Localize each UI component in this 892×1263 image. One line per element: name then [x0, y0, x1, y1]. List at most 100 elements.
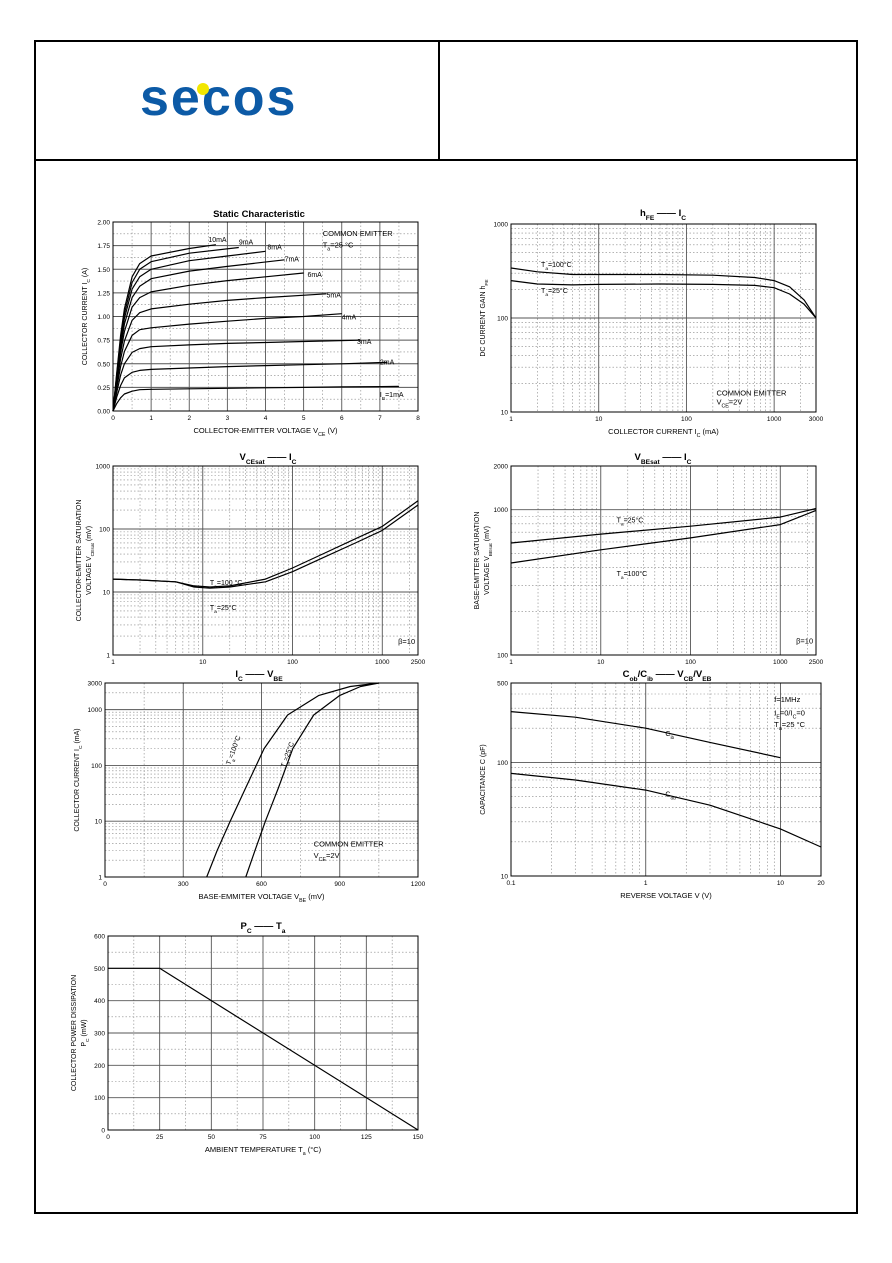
- series-label: Ta=100°C: [541, 261, 572, 272]
- series-label: Cob: [665, 792, 676, 802]
- series-line: [510, 280, 817, 319]
- x-tick-label: 0: [111, 415, 115, 422]
- chart-vbesat: 1 10 100 1000 2500 100 1000 2000 VBEsat —— IC BAS…: [474, 452, 824, 666]
- y-tick-label: 400: [94, 998, 105, 1005]
- y-tick-label: 1000: [96, 464, 111, 471]
- x-tick-label: 2500: [809, 659, 824, 666]
- chart-annotation: COMMON EMITTER: [323, 229, 394, 238]
- minor-grid: [113, 466, 418, 655]
- x-tick-label: 7: [378, 415, 382, 422]
- chart-title: Static Characteristic: [213, 209, 305, 220]
- series-line: [206, 682, 379, 878]
- x-tick-label: 1000: [767, 416, 782, 423]
- chart-pc: 0 25 50 75 100 125 150 0 100 200 300 400 500 600 PC ——…: [71, 921, 424, 1157]
- y-tick-label: 0.75: [97, 338, 110, 345]
- series-label: Ta=25°C: [210, 604, 237, 615]
- y-tick-label: 200: [94, 1063, 105, 1070]
- y-tick-label: 0.25: [97, 385, 110, 392]
- plot-frame: [104, 682, 419, 878]
- series-label: Cib: [665, 731, 674, 741]
- y-axis-label-2: VOLTAGE VBEsat (mV): [484, 526, 494, 595]
- x-tick-label: 3: [226, 415, 230, 422]
- y-tick-label: 1.75: [97, 243, 110, 250]
- x-tick-label: 100: [685, 659, 696, 666]
- y-tick-label: 1000: [494, 222, 509, 229]
- x-axis-label: COLLECTOR CURRENT IC (mA): [608, 427, 719, 439]
- series-label: IB=1mA: [380, 392, 404, 402]
- x-tick-label: 1200: [411, 881, 426, 888]
- logo-dot: [197, 83, 209, 95]
- chart-title: IC —— VBE: [235, 669, 283, 683]
- x-tick-label: 100: [681, 416, 692, 423]
- y-tick-label: 10: [501, 410, 509, 417]
- chart-annotation: Ta=25 °C: [323, 241, 354, 253]
- x-tick-label: 1000: [375, 659, 390, 666]
- y-tick-label: 10: [95, 819, 103, 826]
- series-line: [112, 293, 327, 412]
- chart-annotation: IE=0/IC=0: [774, 708, 805, 720]
- y-tick-label: 10: [501, 874, 509, 881]
- x-tick-label: 10: [777, 880, 785, 887]
- series-label: 2mA: [380, 360, 395, 367]
- y-tick-label: 100: [497, 653, 508, 660]
- series-label: 5mA: [327, 293, 342, 300]
- series-label: Ta=25°C: [617, 516, 644, 527]
- x-tick-label: 150: [413, 1134, 424, 1141]
- y-tick-label: 1.50: [97, 267, 110, 274]
- x-axis-label: COLLECTOR-EMITTER VOLTAGE VCE (V): [194, 426, 338, 438]
- x-axis-label: BASE-EMMITER VOLTAGE VBE (mV): [199, 892, 325, 904]
- series-line: [108, 967, 419, 1131]
- series-line: [112, 313, 342, 412]
- plot-frame: [112, 465, 419, 656]
- y-tick-label: 600: [94, 934, 105, 941]
- y-tick-label: 300: [94, 1031, 105, 1038]
- y-tick-label: 100: [91, 763, 102, 770]
- x-tick-label: 5: [302, 415, 306, 422]
- chart-title: VBEsat —— IC: [635, 452, 692, 466]
- series-label: 6mA: [307, 272, 322, 279]
- y-tick-label: 100: [99, 527, 110, 534]
- chart-annotation: β=10: [398, 637, 415, 646]
- plot-frame: [107, 935, 419, 1131]
- chart-title: VCEsat —— IC: [240, 452, 297, 466]
- major-grid: [112, 221, 419, 412]
- chart-annotation: VCE=2V: [314, 851, 340, 863]
- x-tick-label: 10: [595, 416, 603, 423]
- x-tick-label: 0: [106, 1134, 110, 1141]
- y-tick-label: 1.00: [97, 314, 110, 321]
- x-tick-label: 8: [416, 415, 420, 422]
- y-tick-label: 1: [98, 875, 102, 882]
- x-tick-label: 125: [361, 1134, 372, 1141]
- x-tick-label: 1: [509, 416, 513, 423]
- y-axis-label: COLLECTOR-EMITTER SATURATION: [76, 500, 83, 622]
- x-tick-label: 20: [817, 880, 825, 887]
- series-line: [112, 361, 388, 412]
- series-label: 3mA: [357, 339, 372, 346]
- series-line: [510, 267, 817, 319]
- series-label: Ta=100°C: [617, 570, 648, 581]
- series-label: Ta=25°C: [541, 287, 568, 298]
- series-line: [510, 507, 817, 544]
- y-tick-label: 0.00: [97, 409, 110, 416]
- y-axis-label-2: VOLTAGE VCEsat (mV): [86, 526, 96, 595]
- y-tick-label: 10: [103, 590, 111, 597]
- x-tick-label: 4: [264, 415, 268, 422]
- y-tick-label: 1: [106, 653, 110, 660]
- x-tick-label: 3000: [809, 416, 824, 423]
- chart-capacitance: 0.1 1 10 20 10 100 500 Cob/Cib —— VCB/VEB REVERS…: [480, 669, 825, 900]
- header-column-divider: [438, 40, 440, 160]
- x-tick-label: 1: [149, 415, 153, 422]
- x-tick-label: 0: [103, 881, 107, 888]
- y-tick-label: 0.50: [97, 361, 110, 368]
- x-tick-label: 100: [309, 1134, 320, 1141]
- y-tick-label: 100: [497, 760, 508, 767]
- x-tick-label: 10: [597, 659, 605, 666]
- x-axis-label: AMBIENT TEMPERATURE Ta (°C): [205, 1145, 322, 1157]
- y-axis-label: CAPACITANCE C (pF): [480, 744, 487, 815]
- y-tick-label: 3000: [88, 681, 103, 688]
- logo-text: secos: [140, 72, 297, 122]
- x-tick-label: 1: [111, 659, 115, 666]
- x-tick-label: 1000: [773, 659, 788, 666]
- y-axis-label: COLLECTOR CURRENT IC (mA): [74, 728, 84, 831]
